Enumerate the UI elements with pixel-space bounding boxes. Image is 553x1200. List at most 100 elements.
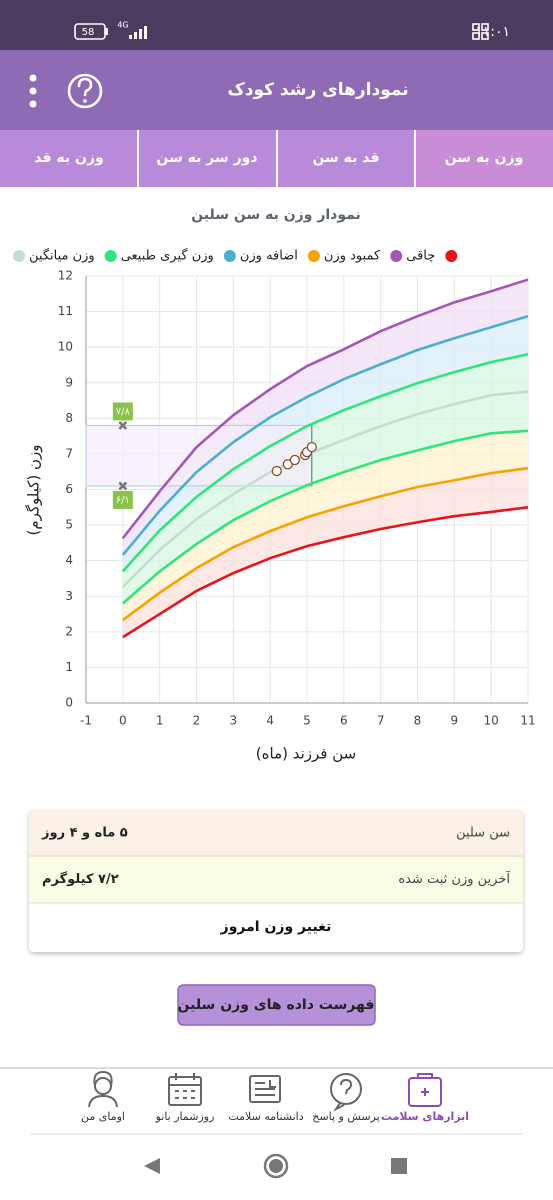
- tab-label[interactable]: وزن به سن: [445, 150, 524, 166]
- tab-label[interactable]: وزن به قد: [34, 150, 103, 166]
- series-line: [121, 390, 529, 588]
- weight-row: [29, 856, 523, 903]
- recents-button[interactable]: [391, 1158, 407, 1174]
- home-button[interactable]: [263, 1153, 289, 1179]
- x-axis-title: سن فرزند (ماه): [256, 745, 356, 763]
- legend-marker: [104, 250, 117, 262]
- legend-label: کمبود وزن: [324, 249, 381, 264]
- legend-marker: [13, 250, 25, 262]
- nav-label[interactable]: روزشمار بانو: [155, 1110, 215, 1123]
- menu-button[interactable]: [29, 74, 37, 108]
- active-tab[interactable]: [415, 130, 553, 187]
- y-tick-label: 6: [65, 482, 73, 496]
- band: [122, 354, 528, 587]
- measurement-point: [306, 442, 317, 453]
- y-tick-label: 0: [65, 696, 73, 710]
- reference-range: [85, 424, 313, 487]
- legend-label: وزن میانگین: [29, 248, 95, 264]
- battery-tip: [105, 28, 108, 35]
- header-title: نمودارهای رشد کودک: [227, 80, 408, 100]
- legend-label: وزن گیری طبیعی: [121, 248, 214, 264]
- reference-label: ۶/۱: [116, 495, 130, 506]
- encyclopedia-icon[interactable]: [249, 1075, 281, 1103]
- back-button[interactable]: [144, 1158, 160, 1174]
- x-tick-label: 5: [303, 714, 311, 728]
- legend-marker: [390, 250, 403, 262]
- reference-marker: [118, 421, 128, 430]
- series-line: [121, 353, 529, 573]
- profile-icon[interactable]: [88, 1070, 118, 1108]
- apps-icon: [472, 23, 489, 40]
- list-button[interactable]: [177, 984, 376, 1026]
- info-label: سن سلین: [456, 826, 510, 841]
- info-value: ۵ ماه و ۴ روز: [41, 826, 128, 841]
- reference-label-box: [112, 490, 133, 509]
- x-tick-label: 1: [156, 714, 164, 728]
- y-tick-label: 11: [58, 304, 73, 318]
- nav-label[interactable]: اومای من: [81, 1110, 125, 1123]
- info-label: آخرین وزن ثبت شده: [398, 870, 511, 887]
- app-header: [0, 50, 553, 130]
- y-tick-label: 2: [65, 624, 73, 638]
- series-line: [121, 314, 529, 556]
- x-tick-label: 4: [266, 714, 274, 728]
- nav-label[interactable]: دانشنامه سلامت: [228, 1110, 303, 1123]
- y-tick-label: 3: [65, 589, 73, 603]
- x-tick-label: 0: [119, 714, 127, 728]
- y-tick-label: 9: [65, 375, 73, 389]
- legend-label: اضافه وزن: [240, 249, 298, 264]
- legend-label: چاقی: [406, 249, 435, 264]
- tab-dividers: [137, 130, 416, 187]
- chart-title: نمودار وزن به سن سلین: [191, 207, 361, 223]
- qa-icon[interactable]: [330, 1073, 362, 1112]
- series-line: [121, 429, 529, 605]
- nav-label[interactable]: ابزارهای سلامت: [381, 1110, 469, 1123]
- x-tick-label: 6: [340, 714, 348, 728]
- calendar-icon[interactable]: [168, 1073, 202, 1106]
- tools-icon[interactable]: [408, 1073, 442, 1107]
- nav-label[interactable]: پرسش و پاسخ: [312, 1110, 379, 1123]
- band: [122, 468, 528, 638]
- age-row: [29, 810, 523, 856]
- battery-level: 58: [82, 27, 95, 38]
- tab-label[interactable]: قد به سن: [312, 150, 379, 166]
- y-tick-label: 1: [65, 660, 73, 674]
- x-tick-label: -1: [80, 714, 92, 728]
- x-tick-label: 8: [414, 714, 422, 728]
- y-tick-label: 10: [58, 340, 73, 354]
- tab-label[interactable]: دور سر به سن: [156, 150, 257, 166]
- legend-marker: [223, 250, 236, 262]
- band: [122, 430, 528, 621]
- y-tick-label: 8: [65, 411, 73, 425]
- x-tick-label: 7: [377, 714, 385, 728]
- x-tick-label: 9: [451, 714, 459, 728]
- x-tick-label: 10: [484, 714, 499, 728]
- legend-marker: [307, 250, 320, 262]
- y-tick-label: 12: [58, 269, 73, 283]
- y-axis-title: وزن (کیلوگرم): [25, 444, 43, 535]
- series-line: [122, 466, 529, 622]
- network-type: 4G: [117, 21, 128, 30]
- help-button[interactable]: [67, 73, 103, 109]
- list-button-label[interactable]: فهرست داده های وزن سلین: [178, 997, 375, 1013]
- x-tick-label: 2: [193, 714, 201, 728]
- measurement-point: [271, 465, 282, 477]
- x-tick-label: 11: [520, 714, 535, 728]
- x-tick-label: 3: [230, 714, 238, 728]
- measurement-point: [289, 454, 300, 466]
- signal-icon: [129, 26, 147, 39]
- series-line: [121, 278, 529, 540]
- info-value: ۷/۲ کیلوگرم: [42, 871, 119, 887]
- reference-marker: [118, 481, 128, 491]
- series-line: [122, 506, 529, 639]
- status-time: ۱۱:۰۱: [475, 24, 510, 40]
- band: [122, 279, 528, 555]
- status-bar: [0, 0, 553, 50]
- change-weight-label[interactable]: تغییر وزن امروز: [220, 919, 332, 935]
- reference-label-box: [112, 402, 133, 421]
- legend-marker: [445, 250, 458, 262]
- y-tick-label: 4: [65, 553, 73, 567]
